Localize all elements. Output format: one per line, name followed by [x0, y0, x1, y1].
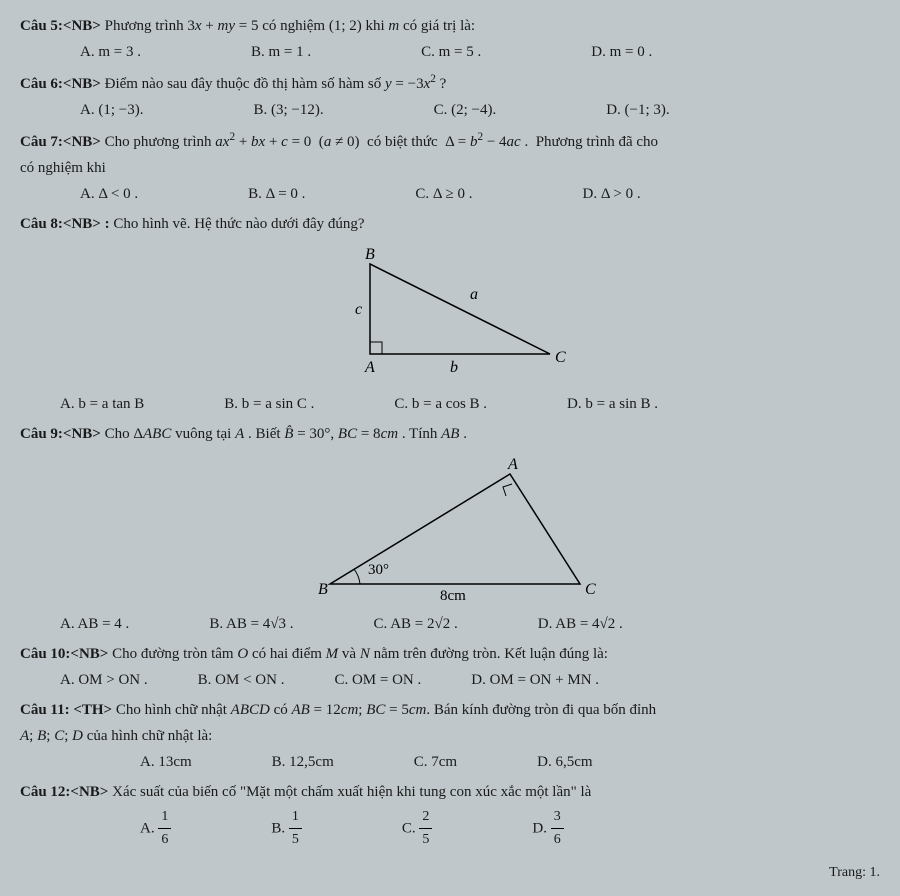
q12-B-den: 5 — [289, 829, 302, 851]
q12-B-num: 1 — [289, 806, 302, 829]
q12-options: A. 16 B. 15 C. 25 D. 36 — [140, 806, 880, 852]
q8-options: A. b = a tan B B. b = a sin C . C. b = a… — [60, 392, 880, 416]
label-C: C — [555, 349, 566, 366]
q7-A: A. Δ < 0 . — [80, 182, 138, 206]
q10-C: C. OM = ON . — [334, 668, 421, 692]
q8-D: D. b = a sin B . — [567, 392, 658, 416]
q10-stem: Câu 10:<NB> Cho đường tròn tâm O có hai … — [20, 642, 880, 666]
q12-B: B. 15 — [271, 806, 302, 852]
q9-D: D. AB = 4√2 . — [538, 612, 623, 636]
q10-B: B. OM < ON . — [198, 668, 285, 692]
question-11: Câu 11: <TH> Cho hình chữ nhật ABCD có A… — [20, 698, 880, 774]
q9-options: A. AB = 4 . B. AB = 4√3 . C. AB = 2√2 . … — [60, 612, 880, 636]
q12-C-den: 5 — [419, 829, 432, 851]
q11-stem1: Câu 11: <TH> Cho hình chữ nhật ABCD có A… — [20, 698, 880, 722]
q12-C-label: C. — [402, 820, 416, 836]
q7-stem1: Câu 7:<NB> Cho phương trình ax2 + bx + c… — [20, 128, 880, 154]
q6-options: A. (1; −3). B. (3; −12). C. (2; −4). D. … — [80, 98, 880, 122]
label-angle: 30° — [368, 562, 389, 578]
q12-D-label: D. — [532, 820, 547, 836]
page-footer: Trang: 1. — [20, 862, 880, 884]
q12-B-label: B. — [271, 820, 285, 836]
q7-D: D. Δ > 0 . — [582, 182, 640, 206]
q9-A: A. AB = 4 . — [60, 612, 129, 636]
q7-B: B. Δ = 0 . — [248, 182, 305, 206]
q12-D-num: 3 — [551, 806, 564, 829]
q11-D: D. 6,5cm — [537, 750, 592, 774]
q7-stem2: có nghiệm khi — [20, 156, 880, 180]
q12-A-den: 6 — [158, 829, 171, 851]
q11-A: A. 13cm — [140, 750, 192, 774]
label-B: B — [365, 246, 375, 263]
q6-B: B. (3; −12). — [253, 98, 323, 122]
question-12: Câu 12:<NB> Xác suất của biến cố "Mặt mộ… — [20, 780, 880, 852]
question-10: Câu 10:<NB> Cho đường tròn tâm O có hai … — [20, 642, 880, 692]
q9-B: B. AB = 4√3 . — [209, 612, 293, 636]
q6-stem: Câu 6:<NB> Điểm nào sau đây thuộc đồ thị… — [20, 70, 880, 96]
label-a: a — [470, 286, 478, 303]
q5-stem: Câu 5:<NB> Phương trình 3x + my = 5 có n… — [20, 14, 880, 38]
q6-C: C. (2; −4). — [434, 98, 497, 122]
q10-A: A. OM > ON . — [60, 668, 148, 692]
q11-C: C. 7cm — [414, 750, 457, 774]
q6-D: D. (−1; 3). — [606, 98, 669, 122]
question-7: Câu 7:<NB> Cho phương trình ax2 + bx + c… — [20, 128, 880, 206]
q5-options: A. m = 3 . B. m = 1 . C. m = 5 . D. m = … — [80, 40, 880, 64]
label-len: 8cm — [440, 588, 466, 604]
q11-B: B. 12,5cm — [272, 750, 334, 774]
question-5: Câu 5:<NB> Phương trình 3x + my = 5 có n… — [20, 14, 880, 64]
q12-A-label: A. — [140, 820, 155, 836]
label-B: B — [318, 581, 328, 598]
q12-C-num: 2 — [419, 806, 432, 829]
q8-stem: Câu 8:<NB> : Cho hình vẽ. Hệ thức nào dư… — [20, 212, 880, 236]
q12-A: A. 16 — [140, 806, 171, 852]
label-A: A — [364, 359, 375, 376]
question-8: Câu 8:<NB> : Cho hình vẽ. Hệ thức nào dư… — [20, 212, 880, 416]
q11-options: A. 13cm B. 12,5cm C. 7cm D. 6,5cm — [140, 750, 880, 774]
label-c: c — [355, 301, 362, 318]
q8-figure: A B C a b c — [20, 244, 880, 384]
q10-D: D. OM = ON + MN . — [471, 668, 599, 692]
q12-D-den: 6 — [551, 829, 564, 851]
triangle-icon: A B C a b c — [320, 244, 580, 384]
q11-stem2: A; B; C; D của hình chữ nhật là: — [20, 724, 880, 748]
label-A: A — [507, 456, 518, 473]
label-b: b — [450, 359, 458, 376]
q8-A: A. b = a tan B — [60, 392, 144, 416]
q12-A-num: 1 — [158, 806, 171, 829]
q12-stem: Câu 12:<NB> Xác suất của biến cố "Mặt mộ… — [20, 780, 880, 804]
q10-options: A. OM > ON . B. OM < ON . C. OM = ON . D… — [60, 668, 880, 692]
q5-A: A. m = 3 . — [80, 40, 141, 64]
q8-C: C. b = a cos B . — [394, 392, 487, 416]
q12-C: C. 25 — [402, 806, 433, 852]
q5-D: D. m = 0 . — [591, 40, 652, 64]
q7-C: C. Δ ≥ 0 . — [415, 182, 472, 206]
q9-figure: A B C 30° 8cm — [20, 454, 880, 604]
q12-D: D. 36 — [532, 806, 563, 852]
q9-C: C. AB = 2√2 . — [374, 612, 458, 636]
question-6: Câu 6:<NB> Điểm nào sau đây thuộc đồ thị… — [20, 70, 880, 122]
q8-B: B. b = a sin C . — [224, 392, 314, 416]
q7-options: A. Δ < 0 . B. Δ = 0 . C. Δ ≥ 0 . D. Δ > … — [80, 182, 880, 206]
q9-stem: Câu 9:<NB> Cho ΔABC vuông tại A . Biết B… — [20, 422, 880, 446]
q5-C: C. m = 5 . — [421, 40, 481, 64]
triangle-icon: A B C 30° 8cm — [290, 454, 610, 604]
label-C: C — [585, 581, 596, 598]
q5-B: B. m = 1 . — [251, 40, 311, 64]
question-9: Câu 9:<NB> Cho ΔABC vuông tại A . Biết B… — [20, 422, 880, 636]
q6-A: A. (1; −3). — [80, 98, 143, 122]
